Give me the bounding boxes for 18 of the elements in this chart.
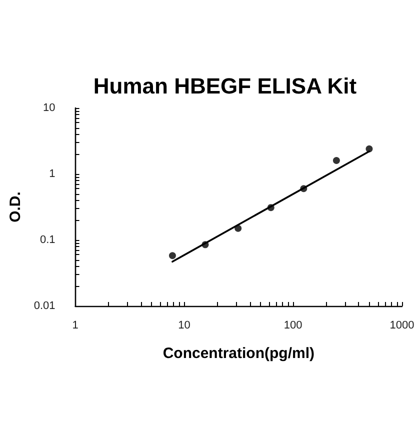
point xyxy=(300,185,308,192)
y-axis-title: O.D. xyxy=(7,192,24,222)
point xyxy=(267,204,274,212)
y-tick-label: 1 xyxy=(49,168,56,180)
y-tick-label: 0.1 xyxy=(40,234,56,246)
point xyxy=(234,224,242,232)
x-tick-label: 10 xyxy=(178,320,190,332)
x-tick-label: 1000 xyxy=(390,320,414,332)
point xyxy=(202,241,209,248)
x-tick-label: 1 xyxy=(72,320,78,332)
point xyxy=(168,252,176,260)
x-axis-title: Concentration(pg/ml) xyxy=(162,345,314,362)
x-tick-label: 100 xyxy=(284,320,302,332)
y-tick-label: 10 xyxy=(43,102,56,114)
y-tick-label: 0.01 xyxy=(34,300,56,312)
point xyxy=(332,157,340,164)
point xyxy=(366,145,373,152)
chart-title: Human HBEGF ELISA Kit xyxy=(93,74,358,98)
